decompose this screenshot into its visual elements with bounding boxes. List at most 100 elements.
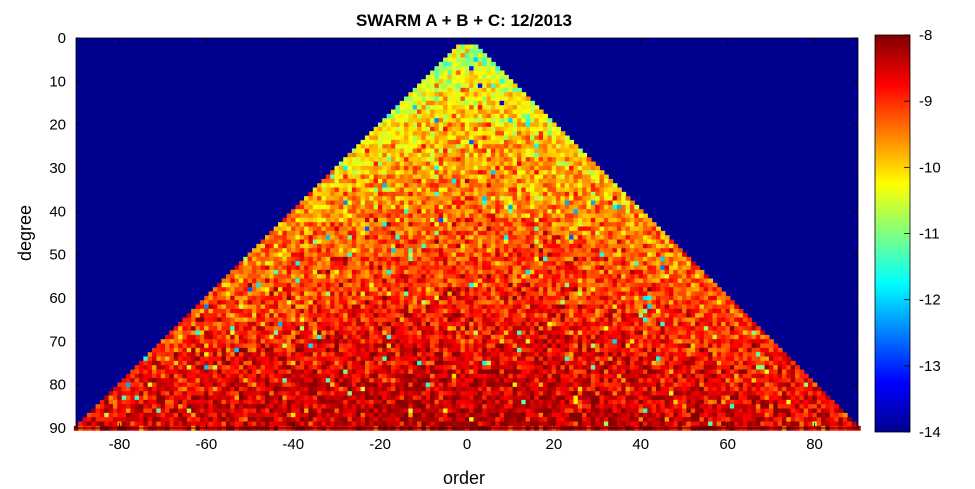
heatmap-cell [599,261,605,267]
heatmap-cell [456,265,462,271]
heatmap-cell [673,304,679,310]
heatmap-cell [460,213,466,219]
heatmap-cell [638,326,644,332]
heatmap-cell [512,105,518,111]
heatmap-cell [503,252,509,258]
heatmap-cell [512,135,518,141]
heatmap-cell [503,144,509,150]
heatmap-cell [490,170,496,176]
heatmap-cell [638,287,644,293]
heatmap-cell [516,269,522,275]
heatmap-cell [356,235,362,241]
heatmap-cell [399,291,405,297]
heatmap-cell [299,230,305,236]
heatmap-cell [547,126,553,132]
heatmap-cell [638,239,644,245]
heatmap-cell [747,334,753,340]
heatmap-cell [356,165,362,171]
heatmap-cell [438,183,444,189]
heatmap-cell [417,131,422,137]
heatmap-cell [399,213,405,219]
heatmap-cell [343,200,349,206]
heatmap-cell [516,191,522,197]
heatmap-cell [590,304,596,310]
heatmap-cell [425,170,431,176]
heatmap-cell [360,282,366,288]
heatmap-cell [312,209,318,215]
heatmap-cell [473,278,479,284]
heatmap-cell [404,100,409,106]
heatmap-cell [417,243,422,249]
heatmap-cell [373,239,379,245]
heatmap-cell [278,261,283,267]
heatmap-cell [638,330,644,336]
heatmap-cell [447,274,453,280]
heatmap-cell [569,330,575,336]
heatmap-cell [534,135,540,141]
heatmap-cell [243,261,249,267]
heatmap-cell [356,170,362,176]
heatmap-cell [503,274,509,280]
heatmap-cell [577,256,583,262]
heatmap-cell [586,300,592,306]
heatmap-cell [451,243,457,249]
heatmap-cell [360,256,366,262]
heatmap-cell [525,152,531,158]
heatmap-cell [417,334,422,340]
heatmap-cell [525,131,531,137]
heatmap-cell [373,161,379,167]
heatmap-cell [569,161,575,167]
heatmap-cell [321,300,327,306]
heatmap-cell [642,334,648,340]
heatmap-cell [477,269,483,275]
heatmap-cell [321,213,327,219]
heatmap-cell [317,191,323,197]
heatmap-cell [443,243,449,249]
heatmap-cell [338,161,344,167]
heatmap-cell [351,321,357,327]
heatmap-cell [286,313,292,319]
heatmap-cell [404,261,409,267]
heatmap-cell [556,239,561,245]
heatmap-cell [438,243,444,249]
heatmap-cell [595,239,601,245]
heatmap-cell [551,144,557,150]
heatmap-cell [421,226,427,232]
heatmap-cell [247,308,253,314]
heatmap-cell [434,118,440,124]
heatmap-cell [503,243,509,249]
heatmap-cell [547,300,553,306]
heatmap-cell [603,321,609,327]
heatmap-cell [677,265,683,271]
heatmap-cell [456,222,462,228]
heatmap-cell [516,222,522,228]
heatmap-cell [408,248,414,254]
heatmap-cell [603,256,609,262]
heatmap-cell [273,304,279,310]
heatmap-cell [473,326,479,332]
heatmap-cell [621,248,627,254]
heatmap-cell [408,122,414,128]
heatmap-cell [482,265,488,271]
heatmap-cell [469,243,475,249]
heatmap-cell [482,282,488,288]
heatmap-cell [521,304,527,310]
heatmap-cell [282,313,288,319]
heatmap-cell [443,300,449,306]
heatmap-cell [556,308,561,314]
heatmap-cell [390,152,396,158]
heatmap-cell [351,282,357,288]
heatmap-cell [516,239,522,245]
heatmap-cell [569,191,575,197]
heatmap-cell [464,87,470,93]
heatmap-cell [308,200,314,206]
heatmap-cell [269,239,275,245]
heatmap-cell [603,304,609,310]
heatmap-cell [721,330,727,336]
heatmap-cell [377,317,383,323]
heatmap-cell [412,187,418,193]
heatmap-cell [569,165,575,171]
heatmap-cell [530,278,535,284]
heatmap-cell [334,174,340,180]
heatmap-cell [521,144,527,150]
